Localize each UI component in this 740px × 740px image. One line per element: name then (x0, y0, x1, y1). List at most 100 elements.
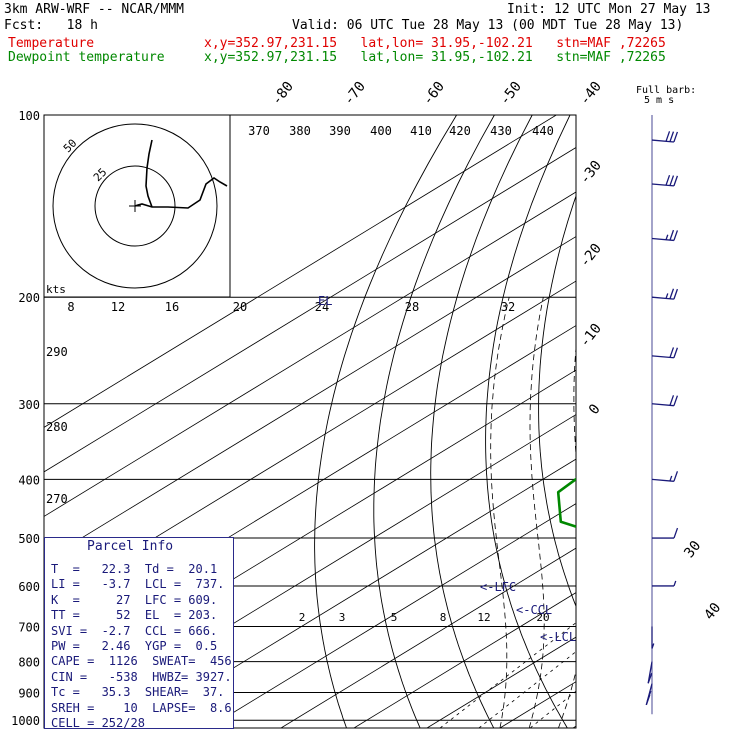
isotherm-line (44, 115, 557, 428)
mixing-ratio-top-label: 24 (315, 300, 329, 314)
wind-barb (651, 347, 679, 359)
theta-label: 380 (289, 124, 311, 138)
isotherm-label: -20 (577, 241, 605, 271)
moist-adiabat (646, 297, 740, 728)
mixing-ratio-line (478, 651, 576, 728)
parcel-info-row: LI = -3.7 LCL = 737. (51, 577, 225, 592)
theta-label: 430 (490, 124, 512, 138)
moist-adiabat (734, 297, 740, 728)
moist-adiabat (528, 297, 545, 728)
moist-adiabat (490, 297, 510, 728)
pressure-tick-label: 400 (18, 473, 40, 487)
theta-label: 420 (449, 124, 471, 138)
parcel-info-row: Tc = 35.3 SHEAR= 37. (51, 685, 225, 700)
pressure-tick-label: 100 (18, 109, 40, 123)
wind-barb (647, 661, 653, 684)
theta-label: 400 (370, 124, 392, 138)
dry-adiabat (373, 115, 495, 728)
pressure-tick-label: 600 (18, 580, 40, 594)
isotherm-line (499, 681, 576, 728)
isotherm-line (426, 636, 576, 728)
mixing-ratio-top-label: 32 (501, 300, 515, 314)
isotherm-line (280, 547, 576, 728)
isotherm-label: 30 (681, 538, 704, 561)
isotherm-line (646, 115, 740, 728)
dewpoint-location: x,y=352.97,231.15 lat,lon= 31.95,-102.21… (204, 50, 666, 65)
mixing-ratio-line (439, 622, 576, 728)
isotherm-label: -40 (577, 79, 605, 109)
pressure-tick-label: 500 (18, 532, 40, 546)
isotherm-label: -60 (420, 79, 448, 109)
mixing-ratio-top-label: 12 (111, 300, 125, 314)
theta-label: 290 (46, 345, 68, 359)
parcel-info-row: T = 22.3 Td = 20.1 (51, 562, 218, 576)
mixing-ratio-label: 3 (339, 611, 346, 624)
parcel-info-row: CIN = -538 HWBZ= 3927. (51, 669, 232, 684)
level-annotation: <-LFC (480, 580, 516, 594)
parcel-info-panel: Parcel Info T = 22.3 Td = 20.1 LI = -3.7 … (44, 537, 234, 730)
wind-legend-units: 5 m s (644, 95, 674, 106)
parcel-info-row: SREH = 10 LAPSE= 8.6 (51, 700, 232, 715)
dry-adiabat (687, 115, 740, 728)
hodograph: 25 50 kts (43, 114, 231, 298)
isotherm-label: -50 (497, 79, 525, 109)
moist-adiabat (588, 297, 634, 728)
isotherm-line (572, 725, 576, 728)
moist-adiabat (675, 297, 740, 728)
wind-barb (651, 174, 679, 187)
level-annotation: <-LCL (540, 630, 576, 644)
temperature-legend: Temperature (8, 36, 95, 51)
mixing-ratio-top-label: 20 (233, 300, 247, 314)
wind-barb (651, 471, 679, 482)
moist-adiabat (558, 342, 576, 728)
hodo-units-label: kts (46, 283, 66, 296)
isotherm-label: -70 (341, 79, 369, 109)
theta-label: 390 (329, 124, 351, 138)
dry-adiabat (734, 115, 740, 728)
wind-barb (645, 683, 653, 706)
pressure-tick-label: 200 (18, 291, 40, 305)
parcel-info-row: K = 27 LFC = 609. (51, 592, 218, 607)
wind-barb (651, 229, 679, 242)
mixing-ratio-line (529, 690, 576, 728)
forecast-hour: Fcst: 18 h (4, 18, 98, 33)
parcel-info-row: TT = 52 EL = 203. (51, 608, 218, 623)
isotherm-label: 40 (701, 600, 724, 623)
pressure-tick-label: 1000 (11, 714, 40, 728)
mixing-ratio-label: 5 (391, 611, 398, 624)
parcel-info-row: CELL = 252/28 (51, 716, 145, 730)
hodograph-trace (134, 139, 228, 209)
isotherm-line (353, 592, 576, 728)
init-time: Init: 12 UTC Mon 27 May 13 (507, 2, 711, 17)
dewpoint-legend: Dewpoint temperature (8, 50, 165, 65)
mixing-ratio-label: 8 (440, 611, 447, 624)
isotherm-line (44, 147, 576, 473)
dry-adiabat (485, 115, 571, 728)
isotherm-line (44, 191, 576, 517)
wind-barb (651, 288, 679, 300)
model-title: 3km ARW-WRF -- NCAR/MMM (4, 2, 185, 17)
hodo-ring-50-label: 50 (61, 137, 80, 156)
isotherm-label: -80 (269, 79, 297, 109)
mixing-ratio-label: 20 (536, 611, 549, 624)
pressure-tick-label: 900 (18, 687, 40, 701)
isotherm-label: 0 (586, 401, 604, 417)
wind-legend-title: Full barb: (636, 85, 696, 96)
valid-time: Valid: 06 UTC Tue 28 May 13 (00 MDT Tue … (292, 18, 684, 33)
dry-adiabat (538, 194, 576, 608)
mixing-ratio-top-label: 16 (165, 300, 179, 314)
theta-label: 270 (46, 492, 68, 506)
mixing-ratio-top-label: 28 (405, 300, 419, 314)
theta-label: 440 (532, 124, 554, 138)
mixing-ratio-line (625, 586, 740, 728)
isotherm-line (134, 458, 576, 728)
isotherm-label: -10 (577, 321, 605, 351)
mixing-ratio-label: 2 (299, 611, 306, 624)
parcel-info-row: SVI = -2.7 CCL = 666. (51, 623, 218, 638)
mixing-ratio-label: 12 (477, 611, 490, 624)
theta-label: 410 (410, 124, 432, 138)
wind-barb (652, 580, 677, 587)
isotherm-line (207, 503, 576, 728)
